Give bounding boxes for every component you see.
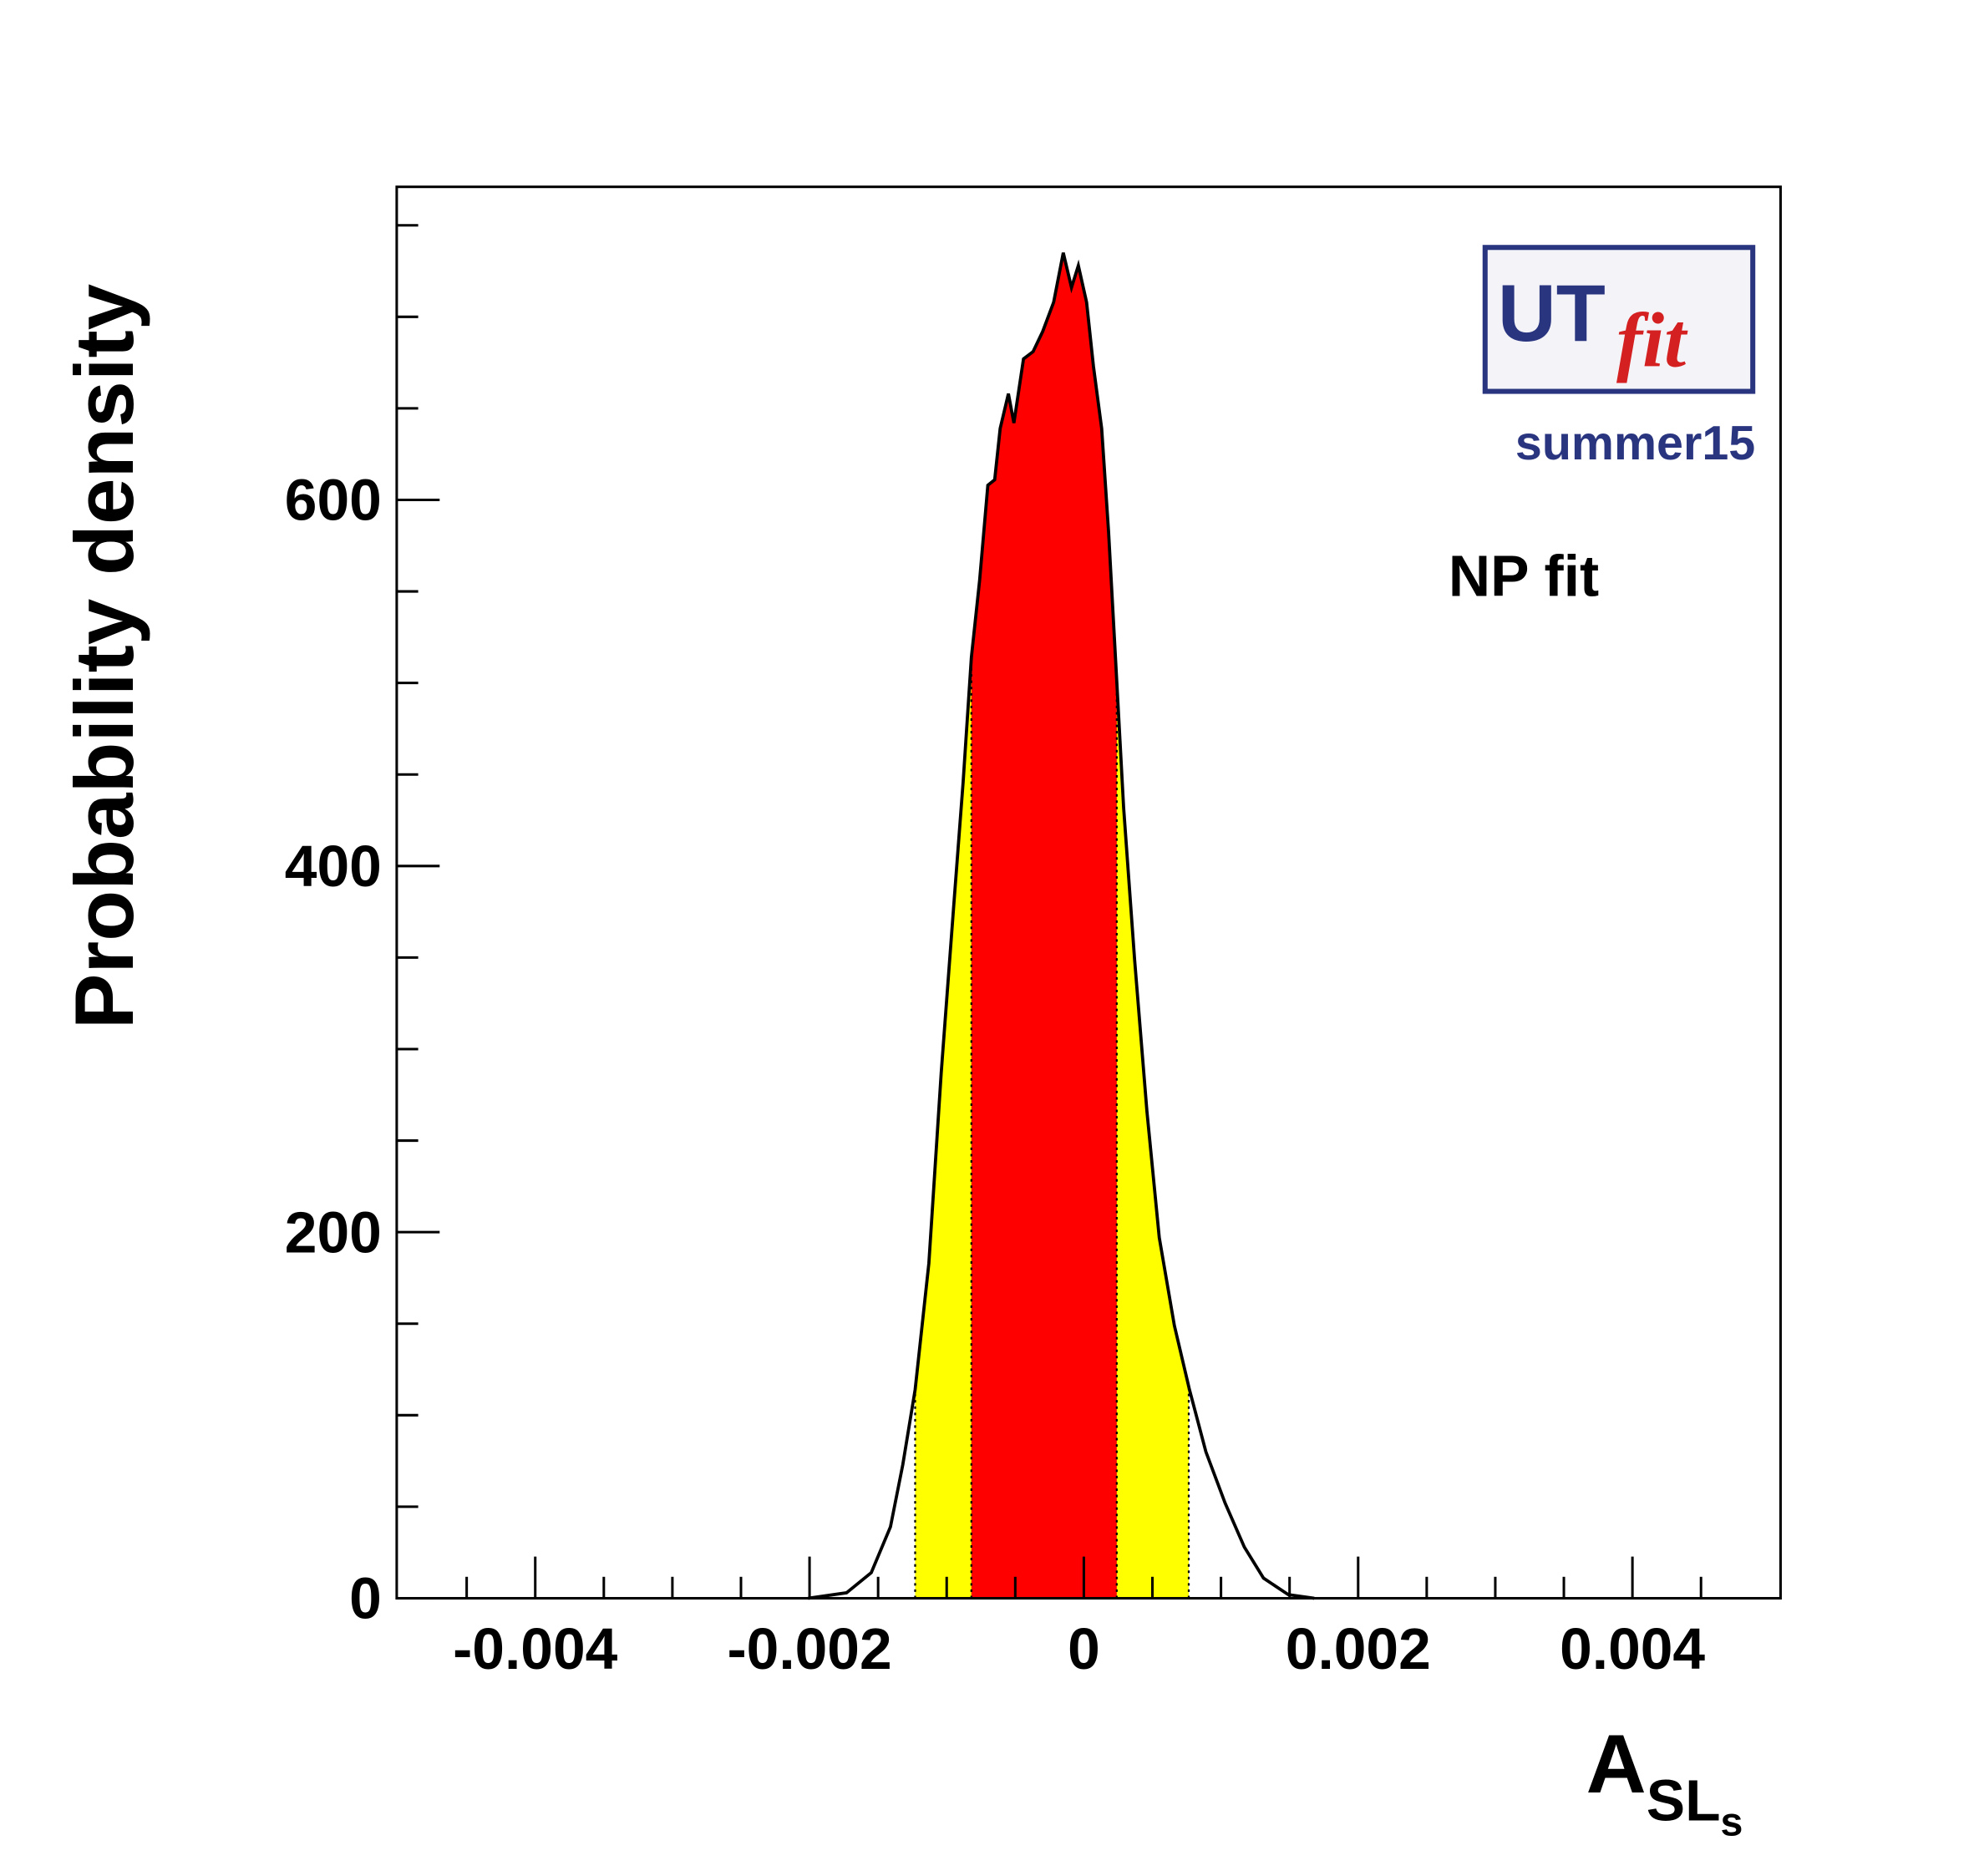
x-tick-label: 0.002 [1286,1616,1431,1681]
x-tick-label: -0.002 [728,1616,892,1681]
logo-text: UT [1498,268,1606,358]
x-tick-label: 0 [1068,1616,1100,1681]
y-tick-label: 400 [285,834,382,899]
density-line [808,252,1315,1600]
annotation: NP fit [1449,543,1599,608]
y-axis-label: Probability density [58,284,151,1029]
logo-caption: summer15 [1515,417,1755,470]
logo-box [1482,245,1756,394]
y-tick-label: 0 [349,1566,382,1631]
x-axis-label: ASLs [1586,1718,1743,1844]
y-tick-label: 200 [285,1199,382,1265]
x-label-main: A [1586,1718,1647,1811]
plot-area [808,252,1315,1600]
x-label-sub: SL [1647,1767,1721,1833]
band-area [971,252,1117,1599]
x-tick-label: 0.004 [1560,1616,1705,1681]
frame [395,185,1782,1600]
y-tick-label: 600 [285,468,382,533]
x-label-subsub: s [1721,1800,1743,1845]
logo-sub: fit [1616,297,1688,383]
logo: UT fit summer15 [1482,245,1756,470]
x-tick-label: -0.004 [453,1616,617,1681]
